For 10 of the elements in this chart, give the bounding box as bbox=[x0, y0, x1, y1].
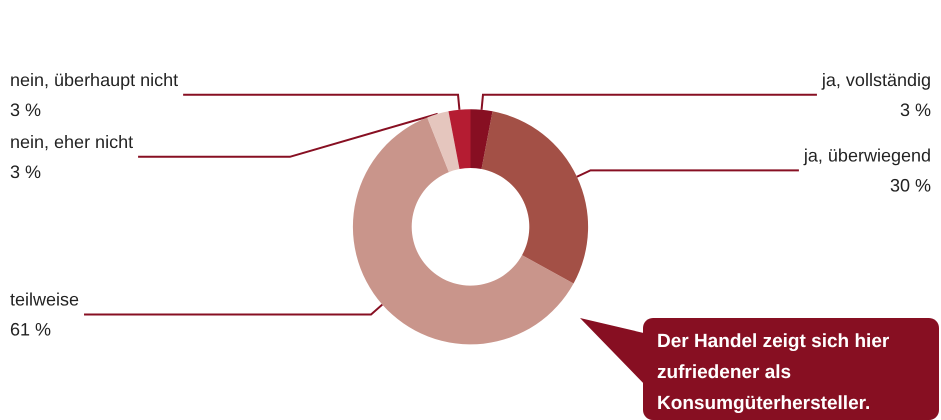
slice-label: nein, überhaupt nicht bbox=[10, 70, 178, 90]
slice-label: ja, überwiegend bbox=[802, 145, 931, 166]
data-label: 3 % bbox=[10, 100, 42, 120]
data-label: 30 % bbox=[890, 175, 931, 196]
data-label: 3 % bbox=[900, 100, 931, 120]
data-label: 61 % bbox=[10, 319, 52, 340]
data-label: 3 % bbox=[10, 162, 42, 182]
slice-label: ja, vollständig bbox=[820, 70, 931, 90]
slice-label: nein, eher nicht bbox=[10, 132, 134, 152]
slice-label: teilweise bbox=[10, 289, 80, 310]
